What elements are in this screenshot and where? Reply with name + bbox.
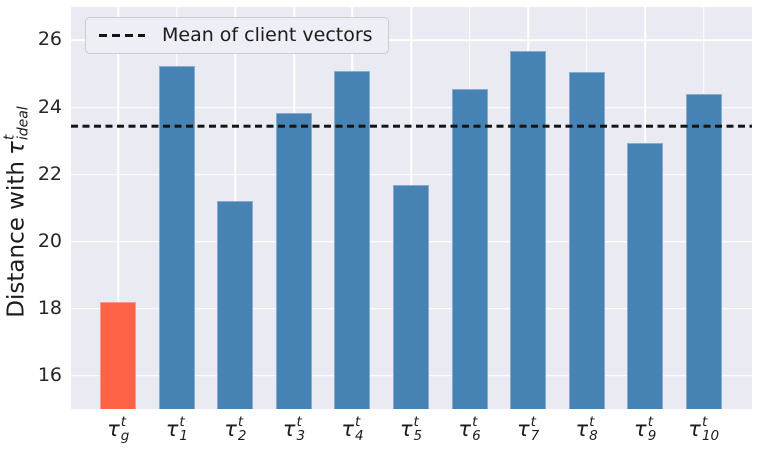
tau-symbol: τ: [224, 417, 237, 442]
tau-superscript: t: [237, 414, 244, 430]
y-tick-label: 20: [37, 229, 62, 252]
tau-superscript: t: [530, 414, 536, 430]
y-axis-label: Distance with τ t ideal: [1, 106, 32, 318]
tau-superscript: t: [701, 414, 708, 430]
plot-area: Mean of client vectors: [71, 7, 752, 409]
bar-5: [393, 184, 429, 409]
bar-3: [275, 112, 312, 409]
tau-subscript: 8: [589, 427, 598, 444]
tau-subscript: 5: [413, 427, 423, 444]
bar-4: [334, 70, 371, 409]
legend: Mean of client vectors: [85, 17, 389, 54]
tau-symbol: τ: [575, 417, 589, 442]
tau-subscript: 4: [354, 427, 364, 444]
dashed-line-sample: [99, 34, 145, 37]
tau-script-stack: t 10: [701, 414, 720, 444]
tau-subscript: 1: [179, 427, 188, 444]
tau-subscript: 6: [472, 427, 481, 444]
y-tick-label: 18: [37, 296, 62, 319]
x-tick-label-10: τ t 10: [688, 414, 720, 444]
h-gridline: [71, 173, 752, 176]
h-gridline: [71, 39, 752, 42]
y-tick-label: 22: [37, 162, 62, 185]
tau-symbol: τ: [458, 417, 472, 442]
legend-label: Mean of client vectors: [162, 24, 373, 46]
tau-symbol: τ: [516, 417, 530, 442]
tau-symbol: τ: [107, 417, 120, 442]
tau-superscript: t: [472, 414, 478, 430]
tau-symbol: τ: [4, 141, 30, 156]
tau-symbol: τ: [688, 417, 701, 442]
tau-superscript: t: [296, 414, 302, 430]
bar-2: [217, 201, 254, 409]
tau-subscript: g: [120, 427, 130, 444]
tau-superscript: t: [179, 414, 185, 430]
tau-superscript: t: [413, 414, 419, 430]
tau-subscript: 2: [237, 427, 247, 444]
bar-9: [627, 142, 664, 409]
mean-line: [71, 124, 752, 128]
tau-superscript: t: [589, 414, 595, 430]
tau-subscript: 7: [530, 427, 540, 444]
tau-symbol: τ: [165, 417, 179, 442]
y-axis-label-text: Distance with: [4, 161, 30, 318]
y-tick-label: 16: [37, 363, 62, 386]
tau-superscript: t: [647, 414, 653, 430]
y-tick-label: 26: [37, 28, 62, 51]
tau-superscript: t: [354, 414, 361, 430]
bar-8: [568, 72, 605, 409]
y-tick-label: 24: [37, 95, 62, 118]
bar-6: [451, 89, 488, 409]
tau-subscript: 10: [701, 427, 720, 444]
tau-symbol: τ: [282, 417, 296, 442]
tau-subscript: ideal: [16, 106, 32, 141]
tau-superscript: t: [120, 414, 127, 430]
tau-subscript: 9: [647, 427, 657, 444]
h-gridline: [71, 106, 752, 109]
tau-symbol: τ: [341, 417, 354, 442]
tau-superscript: t: [1, 134, 18, 141]
tau-script-stack: t ideal: [1, 106, 32, 141]
bar-1: [158, 65, 195, 409]
tau-symbol: τ: [634, 417, 647, 442]
y-axis-ticks: 16 18 20 22 24 26: [0, 7, 62, 409]
tau-symbol: τ: [399, 417, 413, 442]
tau-subscript: 3: [296, 427, 306, 444]
bar-10: [685, 94, 722, 409]
x-axis-labels: τ t g τ t 1 τ t 2 τ t 3 τ t 4 τ t 5 τ t 6 τ t 7 τ t 8 τ t 9 τ t 10: [71, 409, 752, 453]
bar-7: [510, 50, 547, 409]
bar-g: [100, 301, 137, 409]
v-gridline: [117, 7, 120, 409]
